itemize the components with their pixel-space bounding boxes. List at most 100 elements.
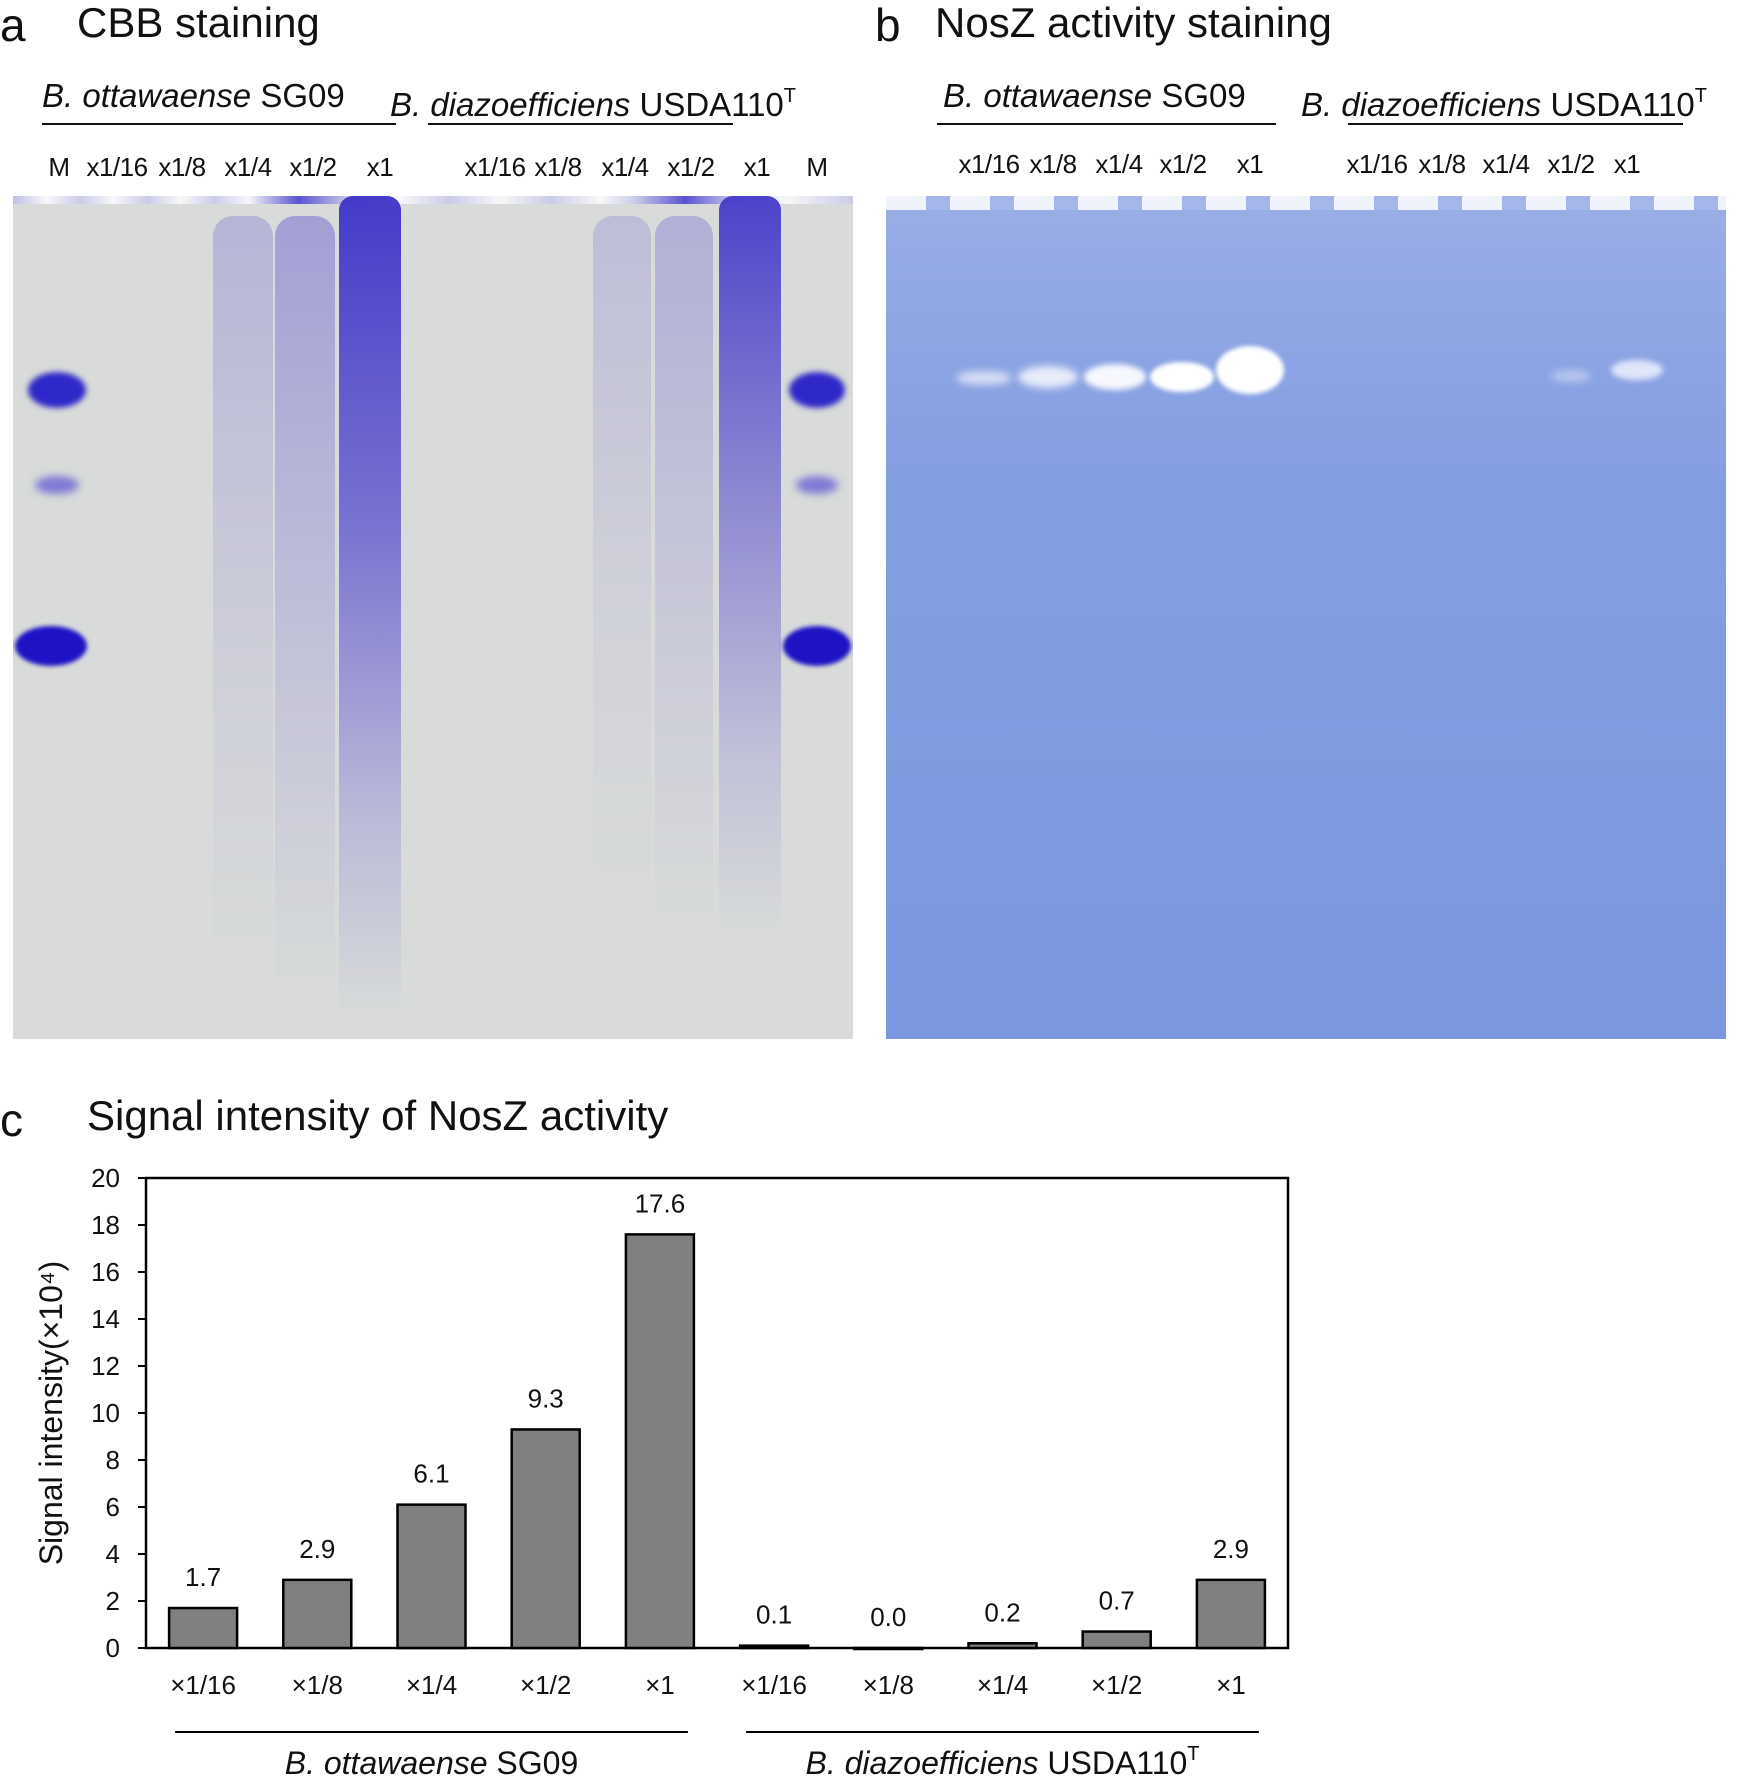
activity-band [1551,370,1591,382]
sample-smear [593,216,651,916]
x-tick-label: ×1 [1216,1670,1246,1700]
panel-a-group2-rule [428,123,733,125]
marker-band [789,372,845,408]
sample-smear [655,216,713,936]
panel-a-group2-label: B. diazoefficiens USDA110T [390,78,796,123]
lane-label: x1/8 [534,152,582,182]
bar [853,1646,924,1651]
x-tick-label: ×1 [645,1670,675,1700]
lane-label: x1/8 [1418,149,1466,179]
species-name: B. ottawaense [943,77,1153,114]
x-tick-label: ×1/2 [520,1670,571,1700]
lane-label: x1/2 [1547,149,1595,179]
type-strain-superscript: T [1694,85,1707,107]
lane-label: x1/16 [958,149,1020,179]
y-tick-label: 12 [91,1351,120,1381]
species-name: B. diazoefficiens [805,1745,1047,1778]
data-label: 17.6 [635,1188,686,1218]
lane-label: x1/8 [1029,149,1077,179]
marker-band [28,372,86,408]
panel-b-title: NosZ activity staining [935,0,1332,46]
bar [396,1503,467,1650]
y-tick-label: 6 [106,1492,120,1522]
marker-band [15,626,87,666]
activity-band [1018,366,1078,388]
signal-intensity-bar-chart: 0 2 4 6 8 10 12 14 16 18 20 Signal intensity(×10⁴) 1… [33,1163,1290,1778]
panel-c-letter: c [0,1094,23,1146]
data-label: 0.7 [1099,1586,1135,1616]
lane-label: M [806,152,828,182]
strain-name: SG09 [260,77,345,114]
lane-label: x1/4 [601,152,649,182]
bar [1195,1578,1267,1650]
y-tick-label: 0 [106,1633,120,1663]
x-tick-label: ×1/4 [406,1670,457,1700]
species-name: B. ottawaense [42,77,252,114]
sample-smear [275,216,335,996]
sample-smear [719,196,781,936]
x-tick-label: ×1/8 [292,1670,343,1700]
bar [510,1428,581,1650]
x-tick-label: ×1/16 [170,1670,236,1700]
lane-label: x1 [743,152,771,182]
activity-band [1216,346,1284,394]
activity-band [1150,362,1214,392]
y-tick-label: 14 [91,1304,120,1334]
panel-a-group1-rule [42,123,396,125]
y-tick-label: 20 [91,1163,120,1193]
bar [967,1642,1038,1650]
gel-wells [13,196,853,204]
lane-label: x1/4 [1482,149,1530,179]
bar [1081,1630,1152,1650]
y-tick-label: 4 [106,1539,120,1569]
data-label: 6.1 [413,1459,449,1489]
species-name: B. diazoefficiens [390,86,631,123]
activity-band [1084,364,1146,390]
data-label: 0.1 [756,1600,792,1630]
group-label: B. ottawaense SG09 [285,1745,579,1778]
y-axis-label: Signal intensity(×10⁴) [33,1261,69,1566]
marker-band [796,476,838,494]
panel-a-group1-label: B. ottawaense SG09 [42,78,345,114]
x-tick-label: ×1/16 [741,1670,807,1700]
data-label: 0.2 [984,1597,1020,1627]
species-name: B. diazoefficiens [1301,86,1542,123]
marker-band [35,476,79,494]
strain-name: USDA110 [1047,1745,1187,1778]
sample-smear [339,196,401,1016]
marker-band [783,626,851,666]
lane-label: M [48,152,70,182]
lane-label: x1/2 [289,152,337,182]
strain-name: USDA110 [639,86,784,123]
lane-label: x1/4 [224,152,272,182]
nosz-gel-image [886,196,1726,1039]
data-label: 0.0 [870,1602,906,1632]
lane-label: x1/16 [464,152,526,182]
panel-b-letter: b [875,0,901,51]
panel-b-group2-label: B. diazoefficiens USDA110T [1301,78,1707,123]
group-label: B. diazoefficiens USDA110T [805,1743,1199,1778]
cbb-gel-image [13,196,853,1039]
lane-label: x1/16 [1346,149,1408,179]
bar [738,1644,810,1650]
panel-b-group1-label: B. ottawaense SG09 [943,78,1246,114]
lane-label: x1 [1236,149,1264,179]
lane-label: x1/16 [86,152,148,182]
x-tick-label: ×1/8 [863,1670,914,1700]
data-label: 2.9 [1213,1534,1249,1564]
strain-name: USDA110 [1550,86,1695,123]
plot-frame [144,1176,1290,1650]
panel-a-title: CBB staining [77,0,320,46]
x-tick-label: ×1/4 [977,1670,1028,1700]
data-label: 9.3 [528,1383,564,1413]
bar [282,1578,353,1650]
sample-smear [213,216,273,976]
strain-name: SG09 [496,1745,578,1778]
lane-label: x1/8 [158,152,206,182]
type-strain-superscript: T [783,85,796,107]
type-strain-superscript: T [1187,1743,1199,1765]
panel-b-group2-rule [1348,123,1683,125]
panel-b-group1-rule [937,123,1276,125]
y-tick-label: 16 [91,1257,120,1287]
y-tick-label: 2 [106,1586,120,1616]
